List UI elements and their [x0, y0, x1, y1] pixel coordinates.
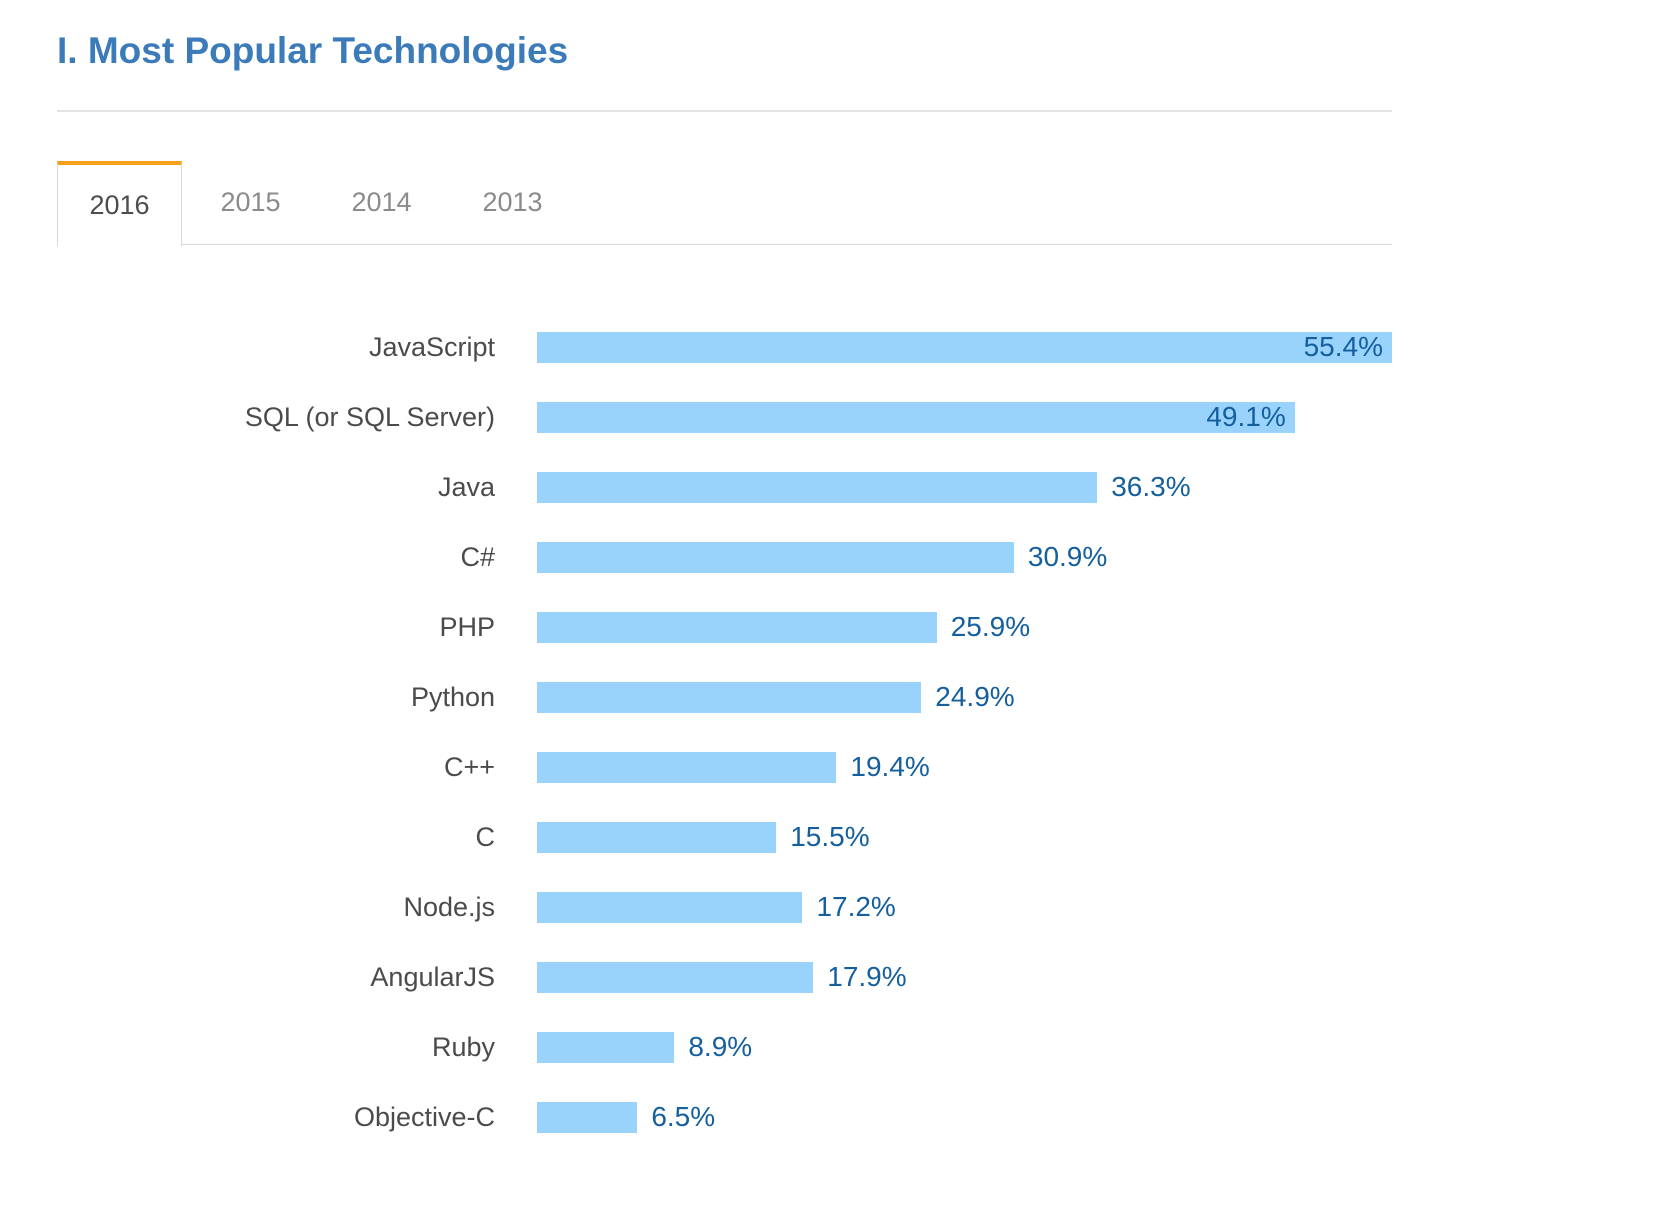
bar[interactable]	[537, 961, 814, 993]
category-label: Ruby	[431, 1031, 495, 1062]
page-title: I. Most Popular Technologies	[57, 30, 569, 71]
bar[interactable]	[537, 821, 777, 853]
chart-row: Objective-C 6.5%	[57, 1082, 1392, 1152]
bar[interactable]	[537, 471, 1098, 503]
value-label: 15.5%	[790, 821, 870, 852]
category-label: JavaScript	[368, 331, 495, 362]
popularity-bar-chart: JavaScript 55.4% SQL (or SQL Server) 49.1% J…	[57, 312, 1392, 1152]
bar-track: 25.9%	[537, 611, 1392, 643]
value-label: 55.4%	[1303, 331, 1383, 362]
chart-row: SQL (or SQL Server) 49.1%	[57, 382, 1392, 452]
bar[interactable]	[537, 681, 922, 713]
tab-2015[interactable]: 2015	[220, 187, 281, 217]
bar-track: 17.2%	[537, 891, 1392, 923]
bar-track: 19.4%	[537, 751, 1392, 783]
chart-row: Ruby 8.9%	[57, 1012, 1392, 1082]
category-label: Java	[437, 471, 495, 502]
value-label: 19.4%	[850, 751, 930, 782]
tab-2014[interactable]: 2014	[351, 187, 412, 217]
chart-row: C 15.5%	[57, 802, 1392, 872]
chart-row: AngularJS 17.9%	[57, 942, 1392, 1012]
bar[interactable]	[537, 541, 1014, 573]
chart-row: Python 24.9%	[57, 662, 1392, 732]
bar-track: 6.5%	[537, 1101, 1392, 1133]
bar-track: 15.5%	[537, 821, 1392, 853]
survey-results-section: I. Most Popular Technologies 2016 2015 201…	[57, 32, 1392, 1152]
bar[interactable]	[537, 891, 803, 923]
value-label: 17.9%	[827, 961, 907, 992]
value-label: 6.5%	[651, 1101, 716, 1132]
chart-row: Java 36.3%	[57, 452, 1392, 522]
value-label: 8.9%	[688, 1031, 753, 1062]
chart-row: C# 30.9%	[57, 522, 1392, 592]
category-label: SQL (or SQL Server)	[244, 401, 495, 432]
category-label: Objective-C	[353, 1101, 495, 1132]
category-label: AngularJS	[370, 961, 495, 992]
bar[interactable]	[537, 611, 937, 643]
tab-2016[interactable]: 2016	[57, 161, 182, 246]
chart-row: PHP 25.9%	[57, 592, 1392, 662]
value-label: 17.2%	[816, 891, 896, 922]
category-label: Python	[410, 681, 495, 712]
bar-track: 36.3%	[537, 471, 1392, 503]
category-label: PHP	[439, 611, 495, 642]
bar-track: 55.4%	[537, 331, 1392, 363]
category-label: C#	[460, 541, 495, 572]
bar[interactable]: 55.4%	[537, 331, 1392, 363]
category-label: C	[475, 821, 496, 852]
category-label: C++	[443, 751, 495, 782]
chart-row: C++ 19.4%	[57, 732, 1392, 802]
value-label: 36.3%	[1111, 471, 1191, 502]
value-label: 30.9%	[1027, 541, 1108, 572]
tab-2013[interactable]: 2013	[482, 187, 543, 217]
year-tabs: 2016 2015 2014 2013	[57, 161, 1392, 246]
chart-row: JavaScript 55.4%	[57, 312, 1392, 382]
bar-track: 49.1%	[537, 401, 1392, 433]
title-divider	[57, 110, 1392, 112]
bar[interactable]	[537, 751, 837, 783]
chart-row: Node.js 17.2%	[57, 872, 1392, 942]
bar-track: 30.9%	[537, 541, 1392, 573]
value-label: 24.9%	[935, 681, 1015, 712]
bar[interactable]: 49.1%	[537, 401, 1295, 433]
bar[interactable]	[537, 1101, 638, 1133]
bar[interactable]	[537, 1031, 675, 1063]
value-label: 49.1%	[1206, 401, 1286, 432]
bar-track: 8.9%	[537, 1031, 1392, 1063]
value-label: 25.9%	[950, 611, 1031, 642]
bar-track: 17.9%	[537, 961, 1392, 993]
bar-track: 24.9%	[537, 681, 1392, 713]
category-label: Node.js	[403, 891, 495, 922]
